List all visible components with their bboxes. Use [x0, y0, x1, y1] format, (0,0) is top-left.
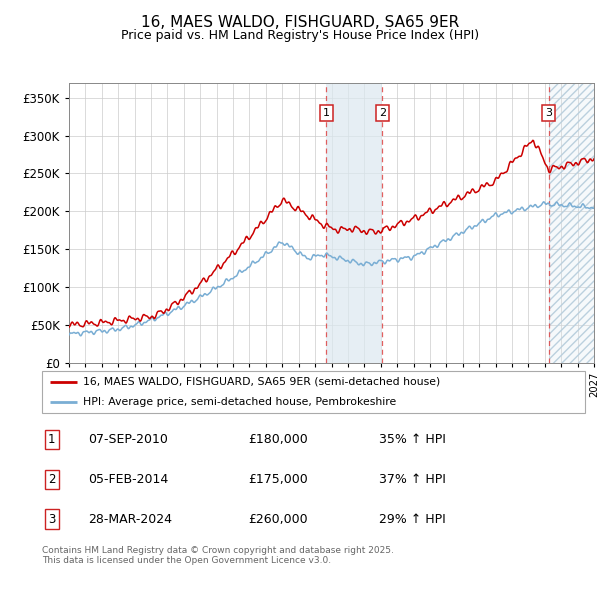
Text: 07-SEP-2010: 07-SEP-2010	[88, 433, 168, 446]
Bar	[549, 83, 594, 363]
Text: 2: 2	[379, 108, 386, 118]
Bar	[326, 83, 382, 363]
Text: 1: 1	[48, 433, 56, 446]
Text: 28-MAR-2024: 28-MAR-2024	[88, 513, 172, 526]
Text: 1: 1	[323, 108, 330, 118]
Text: 37% ↑ HPI: 37% ↑ HPI	[379, 473, 446, 486]
Text: 2: 2	[48, 473, 56, 486]
Text: 05-FEB-2014: 05-FEB-2014	[88, 473, 169, 486]
Text: Price paid vs. HM Land Registry's House Price Index (HPI): Price paid vs. HM Land Registry's House …	[121, 30, 479, 42]
Text: £175,000: £175,000	[248, 473, 308, 486]
Text: 35% ↑ HPI: 35% ↑ HPI	[379, 433, 446, 446]
Text: 16, MAES WALDO, FISHGUARD, SA65 9ER (semi-detached house): 16, MAES WALDO, FISHGUARD, SA65 9ER (sem…	[83, 376, 440, 386]
FancyBboxPatch shape	[42, 371, 585, 413]
Text: Contains HM Land Registry data © Crown copyright and database right 2025.
This d: Contains HM Land Registry data © Crown c…	[42, 546, 394, 565]
Text: £180,000: £180,000	[248, 433, 308, 446]
Text: 29% ↑ HPI: 29% ↑ HPI	[379, 513, 445, 526]
Text: 3: 3	[545, 108, 552, 118]
Text: 3: 3	[48, 513, 55, 526]
Bar	[549, 83, 594, 363]
Text: HPI: Average price, semi-detached house, Pembrokeshire: HPI: Average price, semi-detached house,…	[83, 397, 396, 407]
Text: £260,000: £260,000	[248, 513, 308, 526]
Text: 16, MAES WALDO, FISHGUARD, SA65 9ER: 16, MAES WALDO, FISHGUARD, SA65 9ER	[141, 15, 459, 30]
